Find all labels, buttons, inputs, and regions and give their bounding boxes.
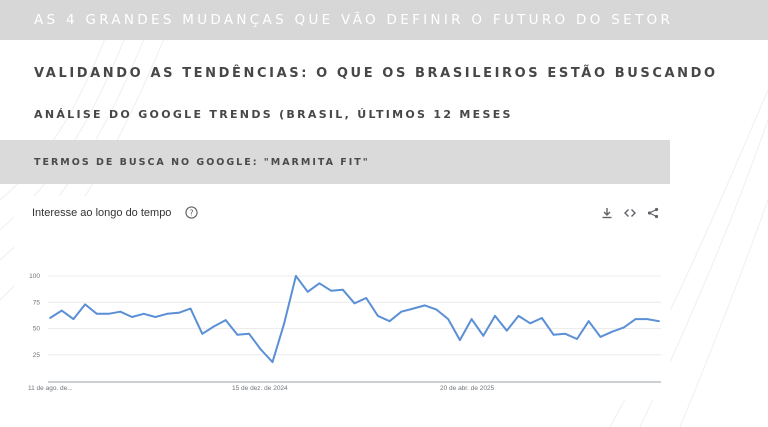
data-point xyxy=(201,332,204,335)
data-point xyxy=(259,348,262,351)
data-point xyxy=(60,309,63,312)
data-point xyxy=(412,307,414,310)
embed-code-icon[interactable] xyxy=(624,207,636,219)
data-point xyxy=(623,326,625,329)
data-point xyxy=(587,320,590,323)
data-point xyxy=(236,333,239,336)
data-point xyxy=(576,338,578,340)
trends-card: Interesse ao longo do tempo ? 100 75 50 25 1… xyxy=(14,196,670,400)
data-point xyxy=(529,322,532,325)
card-title: Interesse ao longo do tempo xyxy=(32,207,172,219)
data-point xyxy=(494,315,496,317)
help-icon[interactable]: ? xyxy=(185,206,198,219)
data-point xyxy=(142,312,145,315)
data-point xyxy=(459,339,461,341)
data-point xyxy=(189,307,192,310)
data-point xyxy=(95,312,98,315)
data-point xyxy=(517,315,520,317)
data-point xyxy=(119,310,122,313)
data-point xyxy=(470,318,473,320)
data-point xyxy=(131,316,133,318)
x-tick-label: 11 de ago. de... xyxy=(28,385,73,392)
data-point xyxy=(353,302,356,305)
data-point xyxy=(166,312,169,315)
data-point xyxy=(330,289,332,292)
x-tick-label: 20 de abr. de 2025 xyxy=(440,385,495,392)
search-terms-title: TERMOS DE BUSCA NO GOOGLE: "MARMITA FIT" xyxy=(34,156,370,168)
data-point xyxy=(400,310,403,313)
data-point xyxy=(295,275,297,277)
data-point xyxy=(552,333,555,336)
data-point xyxy=(318,282,321,285)
data-point xyxy=(388,320,391,323)
download-icon[interactable] xyxy=(601,207,613,219)
data-point xyxy=(564,332,567,335)
data-point xyxy=(435,308,438,311)
banner-title: AS 4 GRANDES MUDANÇAS QUE VÃO DEFINIR O … xyxy=(34,12,674,28)
data-point xyxy=(107,312,110,315)
data-point xyxy=(283,322,286,325)
section-subheading: ANÁLISE DO GOOGLE TRENDS (BRASIL, ÚLTIMO… xyxy=(34,108,513,121)
data-point xyxy=(271,361,274,363)
data-point xyxy=(658,320,660,323)
data-point xyxy=(306,290,309,293)
data-point xyxy=(377,315,379,317)
search-terms-band: TERMOS DE BUSCA NO GOOGLE: "MARMITA FIT" xyxy=(0,140,670,184)
data-point xyxy=(541,317,543,319)
data-point xyxy=(482,334,485,337)
data-point xyxy=(634,318,637,320)
top-banner: AS 4 GRANDES MUDANÇAS QUE VÃO DEFINIR O … xyxy=(0,0,768,40)
data-point xyxy=(341,288,344,291)
data-point xyxy=(447,318,450,320)
interest-over-time-chart: 100 75 50 25 11 de ago. de... 15 de dez. de 2… xyxy=(28,273,661,392)
data-point xyxy=(177,311,180,314)
y-tick-label: 100 xyxy=(29,273,40,280)
data-point xyxy=(224,319,227,321)
series-line xyxy=(49,275,660,364)
svg-text:?: ? xyxy=(189,207,193,217)
data-point xyxy=(365,297,368,299)
data-point xyxy=(72,318,75,320)
data-point xyxy=(213,325,215,328)
y-tick-label: 25 xyxy=(33,352,41,359)
data-point xyxy=(505,329,508,332)
section-heading: VALIDANDO AS TENDÊNCIAS: O QUE OS BRASIL… xyxy=(34,66,718,81)
data-point xyxy=(611,330,614,333)
share-icon[interactable] xyxy=(647,207,659,219)
x-tick-label: 15 de dez. de 2024 xyxy=(232,385,288,392)
data-point xyxy=(154,316,157,318)
y-tick-label: 75 xyxy=(33,299,41,306)
data-point xyxy=(49,317,51,319)
data-point xyxy=(423,304,426,307)
data-point xyxy=(599,336,602,338)
data-point xyxy=(646,318,649,320)
y-tick-label: 50 xyxy=(33,326,41,333)
data-point xyxy=(248,332,251,335)
data-point xyxy=(84,303,86,306)
